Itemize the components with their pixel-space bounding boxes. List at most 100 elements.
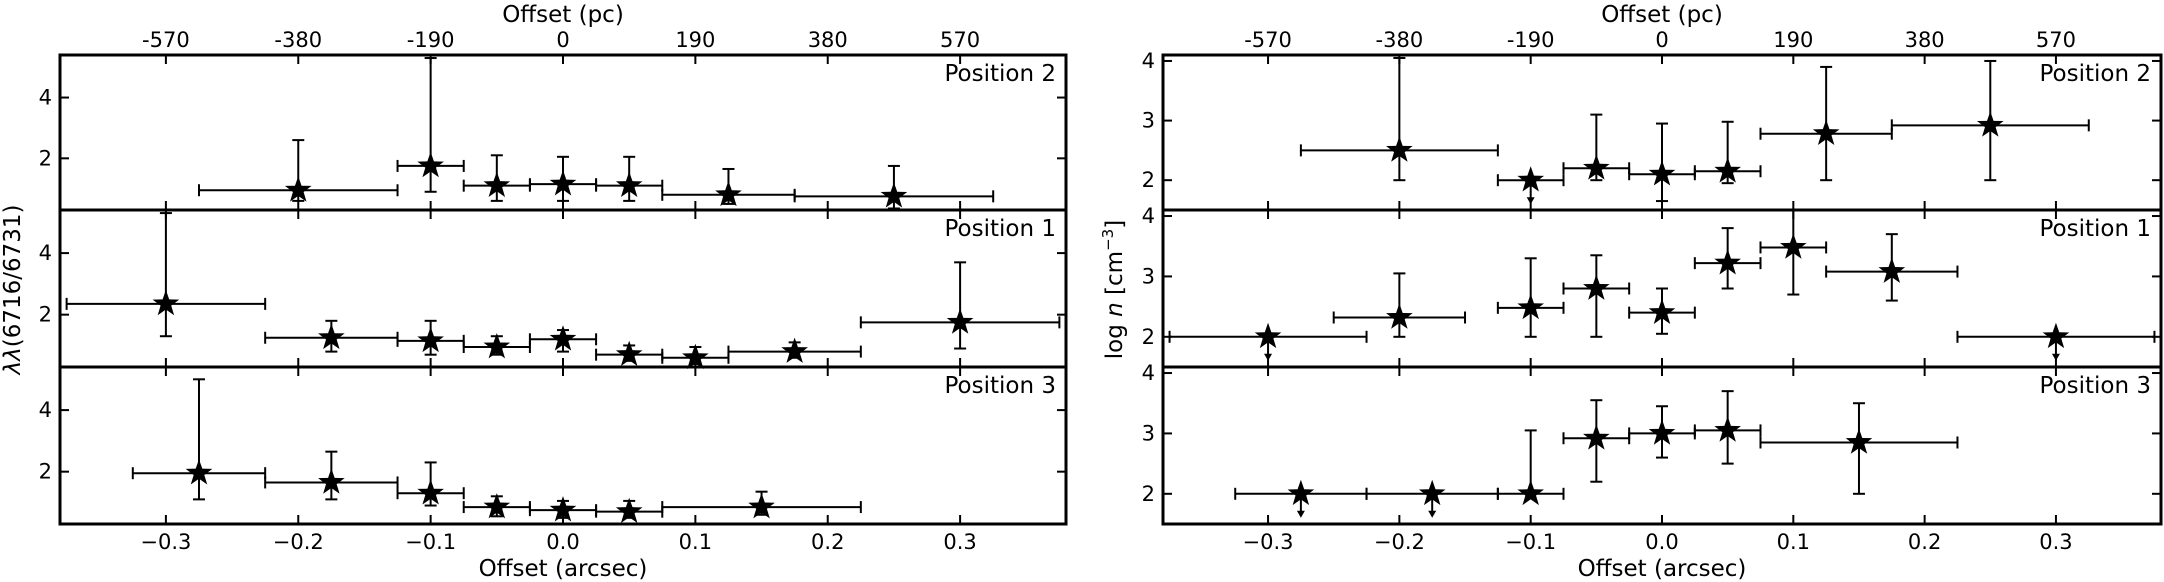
star-marker (615, 171, 643, 198)
star-marker (483, 332, 511, 359)
data-point (859, 261, 1061, 350)
x-tick-label: 0.1 (679, 530, 712, 554)
data-point (65, 212, 267, 338)
y-tick-label: 3 (1142, 109, 1155, 133)
x2-tick-label: 380 (1905, 28, 1945, 52)
x-axis-title: Offset (arcsec) (479, 556, 648, 582)
upper-limit-arrow (1264, 353, 1273, 361)
y-axis-title-prefix: λλ (0, 347, 26, 376)
data-point (1759, 65, 1893, 182)
x-tick-label: −0.2 (1374, 530, 1425, 554)
y-tick-label: 4 (1142, 361, 1155, 385)
star-marker (284, 176, 312, 202)
x2-tick-label: -190 (407, 28, 455, 52)
star-marker (1648, 160, 1676, 186)
y-tick-label: 2 (1142, 325, 1155, 349)
data-point (1628, 122, 1696, 203)
y-tick-label: 2 (39, 303, 52, 327)
data-point (1496, 257, 1565, 338)
star-marker (715, 180, 742, 207)
y-axis-title-rest: (6716/6731) (0, 205, 26, 348)
x-tick-label: 0.0 (1645, 530, 1678, 554)
data-point (1693, 120, 1762, 185)
star-marker (549, 325, 577, 351)
star-marker (185, 459, 213, 485)
data-point (595, 155, 664, 202)
panel-label: Position 1 (2040, 216, 2152, 242)
y-tick-label: 2 (39, 460, 52, 484)
star-marker (946, 308, 974, 334)
star-marker (615, 340, 643, 367)
star-marker (880, 182, 908, 208)
y-axis-title: log n [cm−3] (1099, 220, 1128, 359)
upper-limit-arrow (1526, 197, 1535, 205)
panel-1: 2 3 4 Position 2 (1142, 49, 2163, 212)
y-axis-title-rest: [cm (1102, 251, 1128, 302)
panel-label: Position 3 (945, 373, 1057, 399)
star-marker (318, 468, 345, 494)
star-marker (483, 493, 511, 519)
y-tick-label: 3 (1142, 421, 1155, 445)
data-point (396, 57, 465, 193)
data-point (1332, 272, 1467, 338)
x-tick-label: −0.3 (1243, 530, 1294, 554)
data-point (264, 450, 399, 501)
x-tick-label: 0.3 (2039, 530, 2072, 554)
star-marker (748, 493, 775, 519)
star-marker (1517, 479, 1544, 506)
x-tick-label: 0.2 (811, 530, 844, 554)
data-point (1890, 59, 2090, 182)
data-point (1759, 209, 1828, 296)
data-point (396, 461, 465, 507)
data-point (462, 154, 531, 202)
star-marker (1714, 416, 1741, 442)
x-tick-label: −0.1 (1505, 530, 1556, 554)
data-point (197, 139, 399, 202)
y-axis-title-italic: n (1102, 302, 1128, 317)
data-point (396, 319, 465, 356)
star-marker (781, 337, 808, 363)
data-point (1693, 390, 1762, 465)
data-point (595, 340, 664, 367)
star-marker (615, 497, 643, 524)
x2-tick-label: 190 (1773, 28, 1813, 52)
star-marker (549, 170, 577, 196)
star-marker (1583, 274, 1610, 300)
upper-limit-arrow (1296, 510, 1305, 518)
data-point (1759, 402, 1959, 495)
panel-label: Position 2 (945, 61, 1057, 87)
y-tick-label: 4 (1142, 204, 1155, 228)
data-point (1234, 479, 1368, 518)
data-point (1562, 254, 1631, 338)
panel-3: 2 3 4 Position 3 (1142, 361, 2163, 526)
data-point (793, 164, 995, 210)
star-marker (1714, 249, 1741, 275)
data-point (1825, 233, 1959, 302)
chart-left: Offset (pc) -570 -380 -190 0 190 380 570 −0.3 −0.… (0, 2, 1068, 582)
y-tick-label: 4 (39, 398, 52, 422)
panel-2: 2 4 Position 1 (39, 208, 1068, 370)
panel-1: 2 4 Position 2 (39, 53, 1068, 212)
star-marker (417, 326, 444, 353)
star-marker (1976, 111, 2004, 137)
x2-tick-label: 380 (808, 28, 848, 52)
x-tick-label: −0.2 (273, 530, 324, 554)
y-tick-label: 2 (39, 146, 52, 170)
star-marker (1287, 479, 1315, 506)
x-tick-label: −0.3 (140, 530, 191, 554)
star-marker (1254, 322, 1282, 349)
star-marker (1714, 157, 1741, 183)
data-point (462, 493, 531, 519)
y-tick-label: 2 (1142, 482, 1155, 506)
data-point (1562, 399, 1631, 483)
x2-tick-label: -380 (1376, 28, 1424, 52)
star-marker (152, 289, 180, 316)
upper-limit-arrow (1428, 510, 1437, 518)
x2-tick-label: -380 (274, 28, 322, 52)
data-point (1168, 322, 1368, 361)
x2-tick-label: -570 (1244, 28, 1292, 52)
panel-label: Position 2 (2040, 61, 2152, 87)
x-axis-title: Offset (arcsec) (1578, 556, 1747, 582)
y-axis-title-prefix: log (1102, 317, 1128, 359)
data-point (528, 325, 598, 353)
